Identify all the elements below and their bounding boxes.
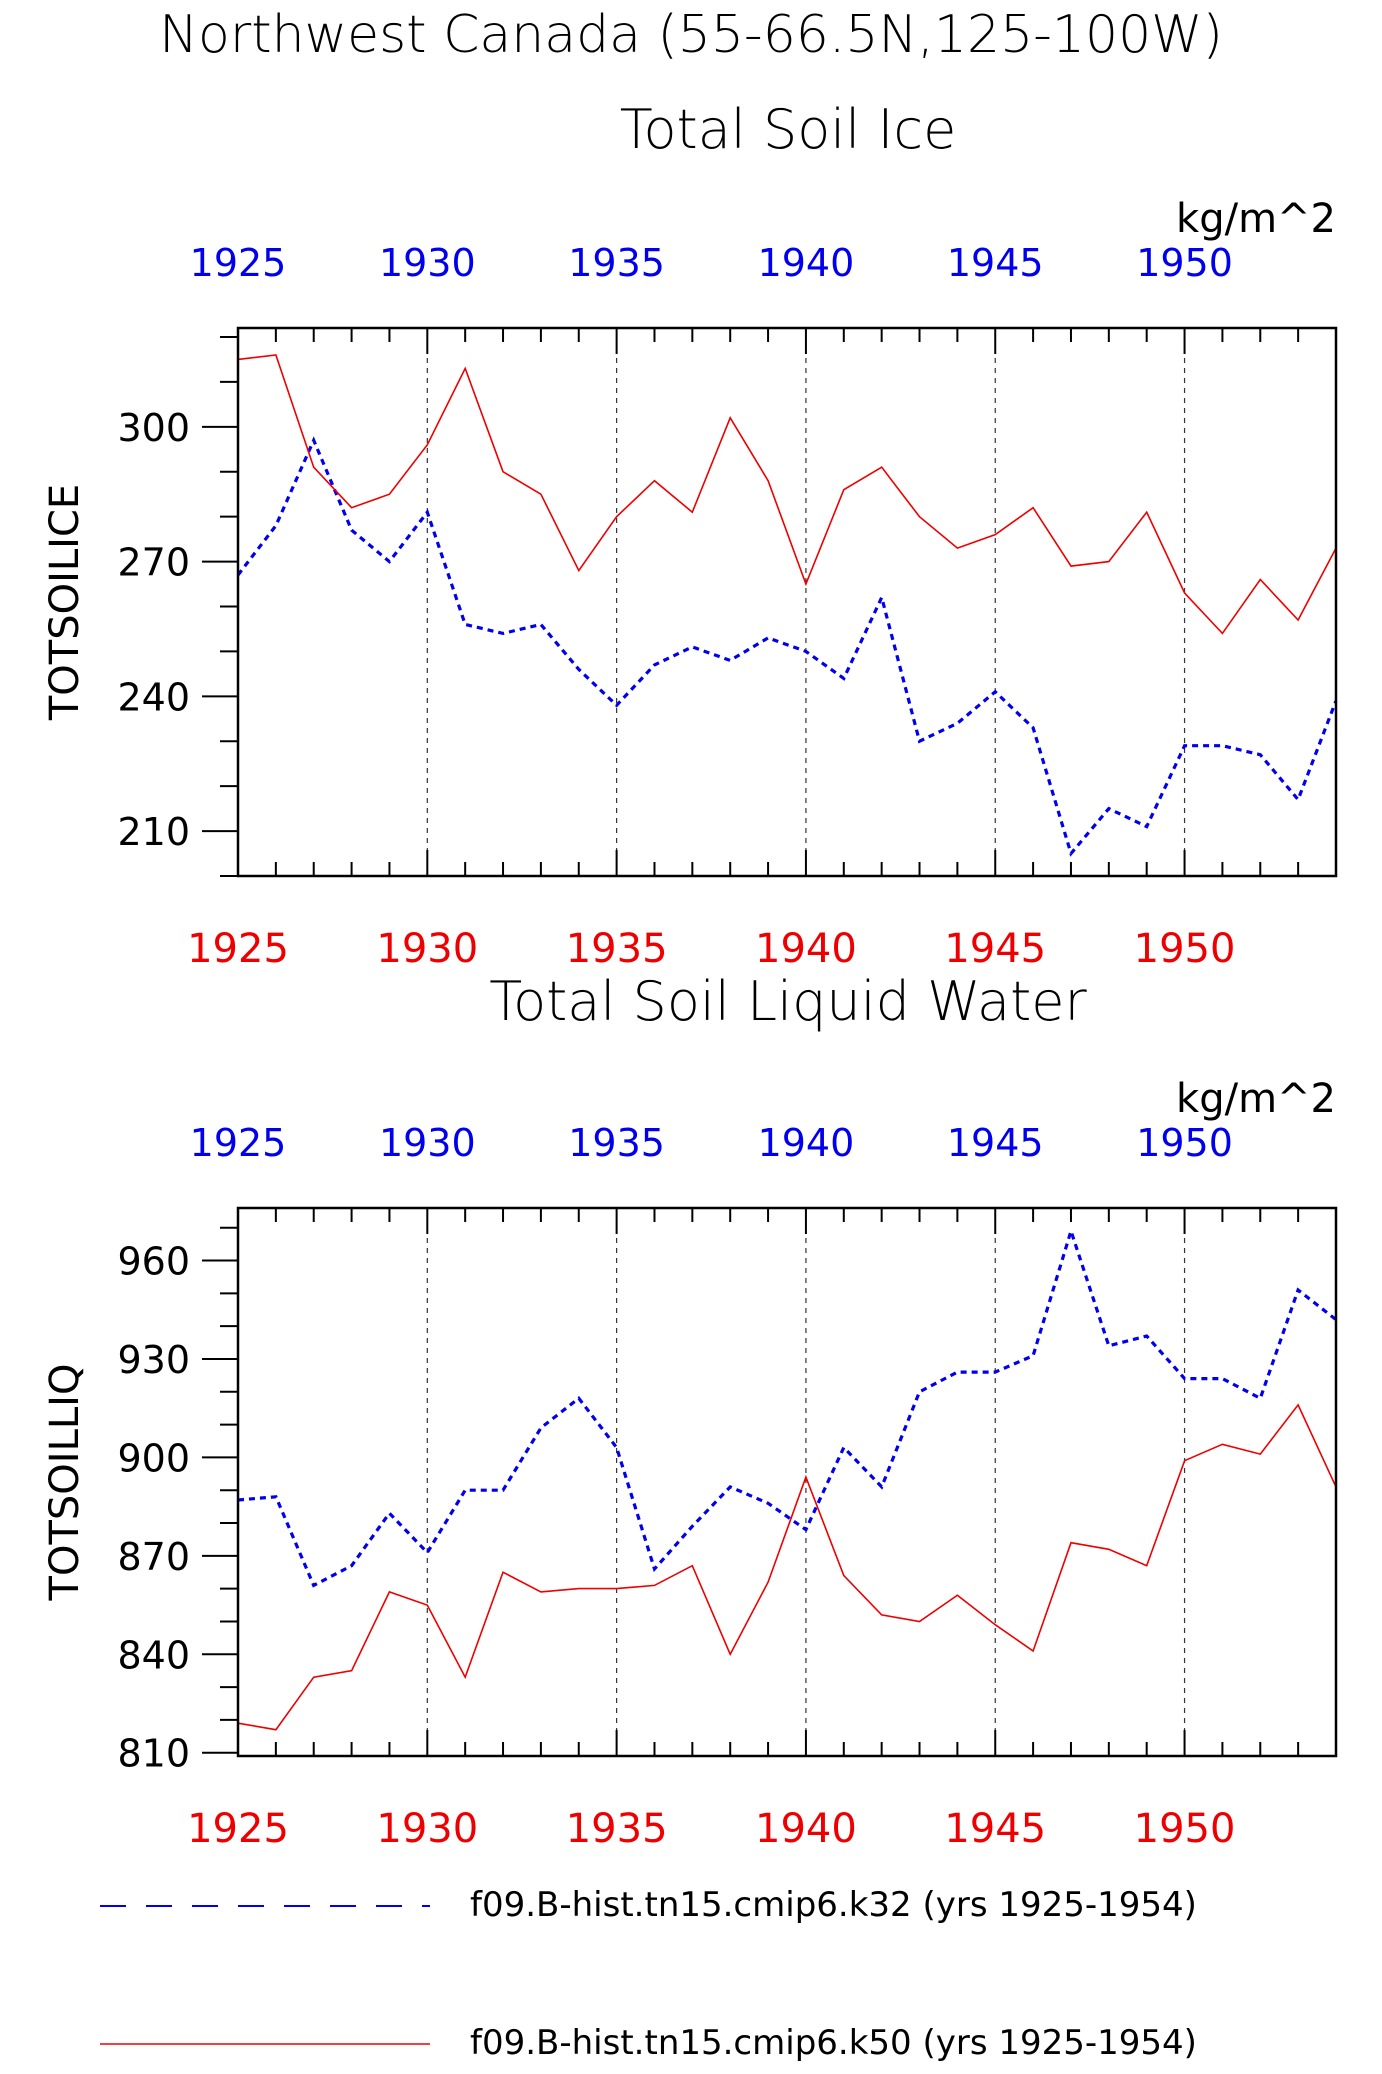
legend-label: f09.B-hist.tn15.cmip6.k32 (yrs 1925-1954…: [470, 1885, 1197, 1925]
units-label: kg/m^2: [1176, 196, 1336, 242]
x-tick-label-top: 1925: [190, 1121, 287, 1165]
x-tick-label-bottom: 1935: [566, 926, 668, 972]
y-tick-label: 870: [117, 1535, 190, 1579]
plot-frame: [236, 1206, 1338, 1758]
y-axis-label: TOTSOILICE: [42, 484, 88, 721]
chart-panel-1: [202, 326, 1338, 878]
x-tick-label-top: 1935: [568, 241, 665, 285]
main-title: Northwest Canada (55-66.5N,125-100W): [159, 5, 1223, 65]
x-tick-label-bottom: 1940: [755, 1806, 857, 1852]
y-tick-label: 810: [117, 1732, 190, 1776]
x-tick-label-top: 1945: [947, 241, 1044, 285]
x-tick-label-top: 1925: [190, 241, 287, 285]
y-tick-label: 300: [117, 406, 190, 450]
series-line-k32: [237, 1225, 1337, 1588]
x-tick-label-bottom: 1940: [755, 926, 857, 972]
x-tick-label-bottom: 1930: [376, 926, 478, 972]
x-tick-label-top: 1930: [379, 1121, 476, 1165]
plot-frame: [236, 326, 1338, 878]
y-axis-label: TOTSOILLIQ: [42, 1364, 88, 1602]
y-tick-label: 240: [117, 675, 190, 719]
x-tick-label-top: 1940: [758, 241, 855, 285]
x-tick-label-top: 1950: [1136, 1121, 1233, 1165]
x-tick-label-top: 1930: [379, 241, 476, 285]
legend-label: f09.B-hist.tn15.cmip6.k50 (yrs 1925-1954…: [470, 2023, 1197, 2063]
x-tick-label-bottom: 1935: [566, 1806, 668, 1852]
y-tick-label: 930: [117, 1338, 190, 1382]
y-tick-label: 840: [117, 1633, 190, 1677]
x-tick-label-bottom: 1945: [944, 1806, 1046, 1852]
x-tick-label-bottom: 1925: [187, 926, 289, 972]
y-tick-label: 270: [117, 541, 190, 585]
x-tick-label-bottom: 1925: [187, 1806, 289, 1852]
series-line-k50: [237, 354, 1337, 635]
y-tick-label: 210: [117, 810, 190, 854]
panel-title: Total Soil Ice: [620, 98, 957, 161]
x-tick-label-top: 1950: [1136, 241, 1233, 285]
units-label: kg/m^2: [1176, 1076, 1336, 1122]
y-tick-label: 900: [117, 1436, 190, 1480]
x-tick-label-bottom: 1950: [1134, 1806, 1236, 1852]
panel-title: Total Soil Liquid Water: [489, 970, 1087, 1033]
series-line-k50: [237, 1403, 1337, 1731]
x-tick-label-bottom: 1950: [1134, 926, 1236, 972]
x-tick-label-top: 1940: [758, 1121, 855, 1165]
chart-panel-2: [202, 1206, 1338, 1758]
x-tick-label-bottom: 1945: [944, 926, 1046, 972]
y-tick-label: 960: [117, 1240, 190, 1284]
series-line-k32: [236, 436, 1338, 857]
x-tick-label-top: 1945: [947, 1121, 1044, 1165]
x-tick-label-bottom: 1930: [376, 1806, 478, 1852]
x-tick-label-top: 1935: [568, 1121, 665, 1165]
